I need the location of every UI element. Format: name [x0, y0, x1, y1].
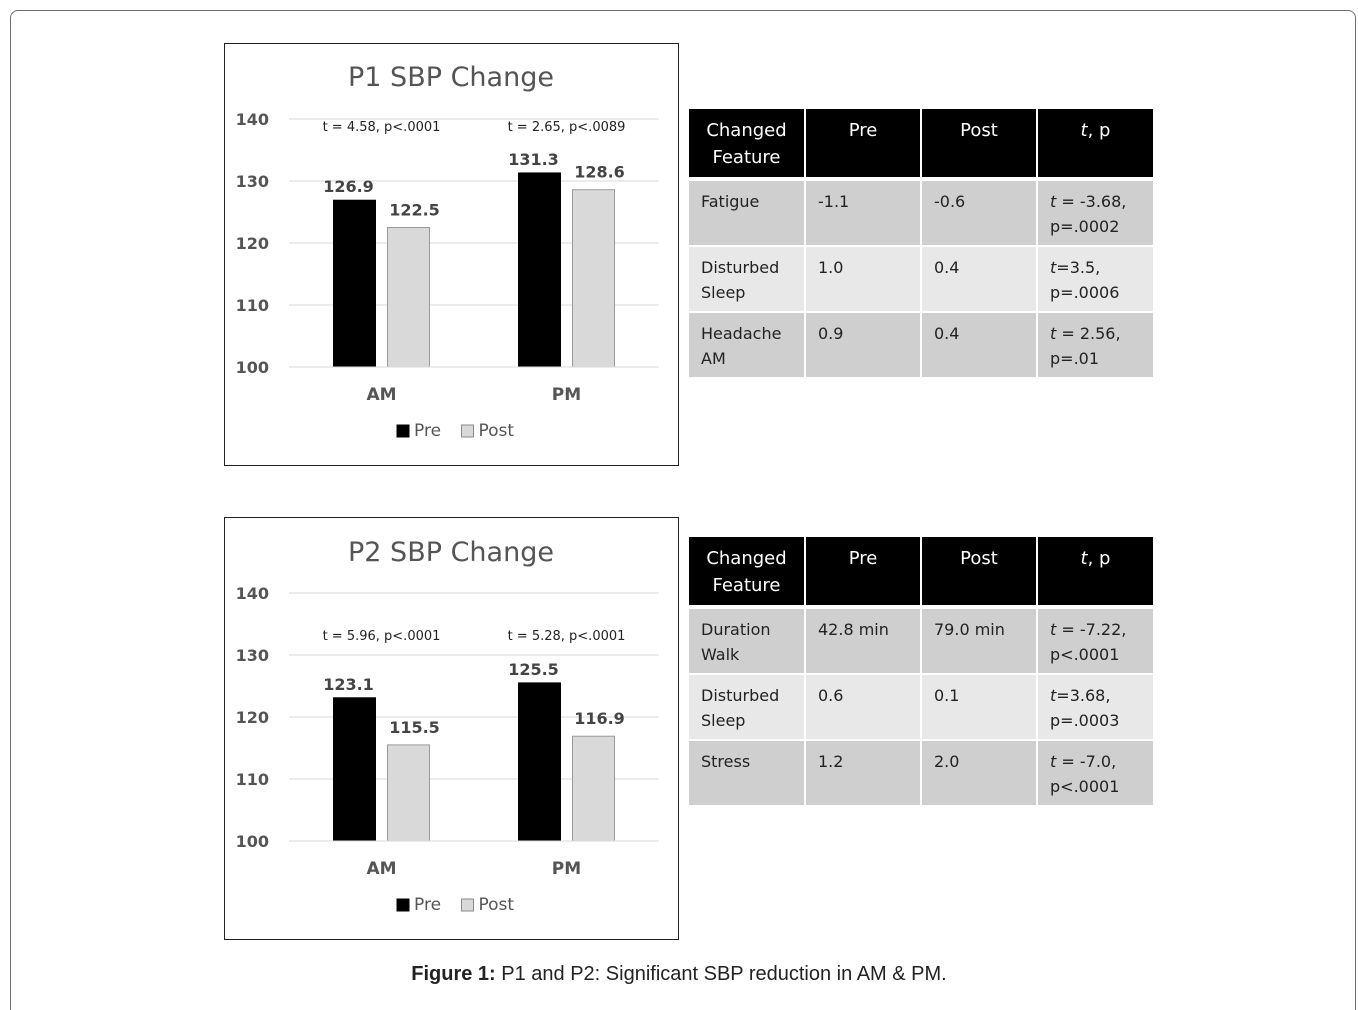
legend-swatch-pre	[396, 424, 410, 438]
table-row: Stress 1.2 2.0 t = -7.0, p<.0001	[689, 739, 1153, 805]
cell-feature: Headache AM	[689, 311, 806, 377]
data-label: 131.3	[508, 150, 559, 169]
table-row: Disturbed Sleep 0.6 0.1 t=3.68, p=.0003	[689, 673, 1153, 740]
bar-pre	[518, 172, 561, 368]
cell-pre: 0.9	[805, 311, 922, 377]
bar-post	[572, 189, 615, 368]
bar-post	[387, 744, 430, 842]
data-label: 126.9	[323, 177, 374, 196]
stat-annotation: t = 2.65, p<.0089	[508, 120, 626, 135]
cell-pre: 42.8 min	[805, 605, 922, 674]
p1-sbp-chart-svg: P1 SBP Change 100 110 120 130 140 AM t = 4.58, …	[236, 62, 659, 441]
cell-post: 0.1	[921, 673, 1038, 740]
stat-annotation: t = 5.28, p<.0001	[508, 629, 626, 644]
cell-feature: Disturbed Sleep	[689, 245, 806, 312]
p2-feature-table: Changed Feature Pre Post t, p Duration W…	[689, 537, 1153, 805]
p2-sbp-chart-svg: P2 SBP Change 100 110 120 130 140 AM t = 5.96, …	[236, 537, 659, 915]
chart-title: P2 SBP Change	[348, 537, 554, 568]
cell-pre: 0.6	[805, 673, 922, 740]
header-changed-feature: Changed Feature	[689, 109, 806, 179]
y-tick-label: 130	[236, 172, 269, 191]
figure-caption: Figure 1: P1 and P2: Significant SBP red…	[0, 963, 1358, 986]
header-t-p: t, p	[1037, 109, 1153, 179]
y-tick-label: 110	[236, 770, 269, 789]
x-tick-label: PM	[552, 385, 581, 405]
header-changed-feature: Changed Feature	[689, 537, 806, 607]
y-tick-label: 130	[236, 646, 269, 665]
header-post: Post	[921, 537, 1038, 607]
y-tick-label: 140	[236, 584, 269, 603]
table-header-row: Changed Feature Pre Post t, p	[689, 109, 1153, 179]
header-pre: Pre	[805, 109, 922, 179]
figure-frame	[10, 10, 1356, 1010]
bar-pre	[518, 682, 561, 842]
chart-title: P1 SBP Change	[348, 62, 554, 93]
y-tick-label: 110	[236, 296, 269, 315]
data-label: 116.9	[574, 709, 625, 728]
table-row: Fatigue -1.1 -0.6 t = -3.68, p=.0002	[689, 177, 1153, 246]
cell-t-p: t = -3.68, p=.0002	[1037, 177, 1153, 246]
legend-label-pre: Pre	[414, 895, 441, 915]
y-tick-label: 100	[236, 832, 269, 851]
cell-post: 0.4	[921, 245, 1038, 312]
cell-t-p: t = -7.22, p<.0001	[1037, 605, 1153, 674]
x-tick-label: AM	[366, 385, 396, 405]
p1-sbp-chart: P1 SBP Change 100 110 120 130 140 AM t = 4.58, …	[224, 43, 679, 466]
cell-post: -0.6	[921, 177, 1038, 246]
x-tick-label: PM	[552, 859, 581, 879]
y-tick-label: 120	[236, 234, 269, 253]
bar-post	[387, 227, 430, 368]
legend-swatch-pre	[396, 898, 410, 912]
cell-post: 2.0	[921, 739, 1038, 805]
p2-sbp-chart: P2 SBP Change 100 110 120 130 140 AM t = 5.96, …	[224, 517, 679, 940]
legend-label-pre: Pre	[414, 421, 441, 441]
cell-pre: -1.1	[805, 177, 922, 246]
cell-t-p: t = 2.56, p=.01	[1037, 311, 1153, 377]
x-tick-label: AM	[366, 859, 396, 879]
cell-post: 79.0 min	[921, 605, 1038, 674]
legend-swatch-post	[461, 898, 474, 912]
cell-feature: Duration Walk	[689, 605, 806, 674]
table-row: Headache AM 0.9 0.4 t = 2.56, p=.01	[689, 311, 1153, 377]
bar-post	[572, 735, 615, 842]
cell-post: 0.4	[921, 311, 1038, 377]
cell-feature: Fatigue	[689, 177, 806, 246]
stat-annotation: t = 4.58, p<.0001	[323, 120, 441, 135]
header-post: Post	[921, 109, 1038, 179]
legend-swatch-post	[461, 424, 474, 438]
y-tick-label: 100	[236, 358, 269, 377]
cell-t-p: t=3.5, p=.0006	[1037, 245, 1153, 312]
cell-t-p: t=3.68, p=.0003	[1037, 673, 1153, 740]
cell-feature: Stress	[689, 739, 806, 805]
bar-pre	[333, 697, 376, 842]
data-label: 123.1	[323, 675, 374, 694]
data-label: 122.5	[389, 201, 440, 220]
p1-feature-table: Changed Feature Pre Post t, p Fatigue -1…	[689, 109, 1153, 377]
data-label: 128.6	[574, 163, 625, 182]
y-tick-label: 120	[236, 708, 269, 727]
legend-label-post: Post	[479, 895, 515, 915]
stat-annotation: t = 5.96, p<.0001	[323, 629, 441, 644]
table-header-row: Changed Feature Pre Post t, p	[689, 537, 1153, 607]
data-label: 115.5	[389, 718, 440, 737]
cell-t-p: t = -7.0, p<.0001	[1037, 739, 1153, 805]
caption-label: Figure 1:	[411, 963, 496, 985]
cell-pre: 1.2	[805, 739, 922, 805]
bar-pre	[333, 199, 376, 368]
caption-text: P1 and P2: Significant SBP reduction in …	[495, 963, 947, 985]
cell-pre: 1.0	[805, 245, 922, 312]
data-label: 125.5	[508, 660, 559, 679]
header-pre: Pre	[805, 537, 922, 607]
cell-feature: Disturbed Sleep	[689, 673, 806, 740]
header-t-p: t, p	[1037, 537, 1153, 607]
table-row: Disturbed Sleep 1.0 0.4 t=3.5, p=.0006	[689, 245, 1153, 312]
y-tick-label: 140	[236, 110, 269, 129]
table-row: Duration Walk 42.8 min 79.0 min t = -7.2…	[689, 605, 1153, 674]
legend-label-post: Post	[479, 421, 515, 441]
